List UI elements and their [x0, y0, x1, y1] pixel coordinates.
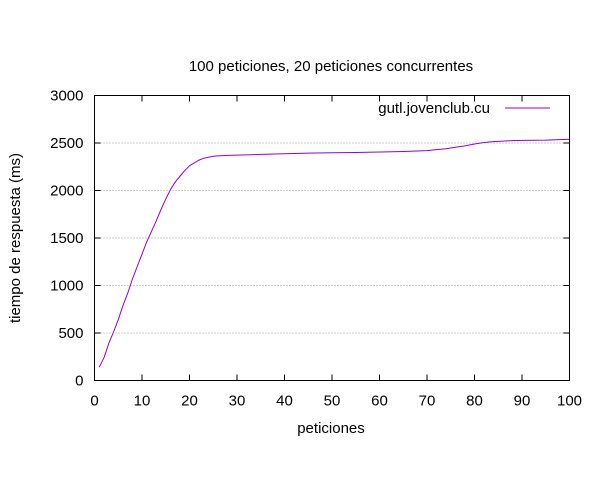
x-tick-label: 90 [514, 393, 531, 410]
series-layer [98, 138, 570, 368]
x-tick-label: 100 [557, 393, 582, 410]
y-tick-label: 2000 [50, 183, 83, 200]
y-tick-label: 0 [75, 373, 83, 390]
axis-ticks: 0 500 1000 1500 2000 2500 3000 0 10 20 30 40 50 60 70 8… [50, 88, 582, 410]
x-tick-label: 0 [90, 393, 98, 410]
y-tick-label: 2500 [50, 135, 83, 152]
x-tick-label: 70 [419, 393, 436, 410]
y-tick-label: 500 [58, 325, 83, 342]
legend-label: gutl.jovenclub.cu [378, 100, 490, 117]
y-tick-label: 1500 [50, 230, 83, 247]
x-tick-label: 60 [371, 393, 388, 410]
grid-lines [94, 142, 570, 334]
y-tick-label: 1000 [50, 278, 83, 295]
x-tick-label: 20 [181, 393, 198, 410]
chart-title: 100 peticiones, 20 peticiones concurrent… [189, 58, 473, 75]
y-axis-label: tiempo de respuesta (ms) [7, 153, 24, 323]
x-tick-label: 50 [324, 393, 341, 410]
x-tick-label: 10 [134, 393, 151, 410]
legend: gutl.jovenclub.cu [378, 100, 550, 117]
series-line [98, 138, 570, 368]
x-tick-label: 40 [276, 393, 293, 410]
x-axis-label: peticiones [297, 420, 365, 437]
x-tick-label: 30 [229, 393, 246, 410]
x-tick-label: 80 [466, 393, 483, 410]
y-tick-label: 3000 [50, 88, 83, 105]
